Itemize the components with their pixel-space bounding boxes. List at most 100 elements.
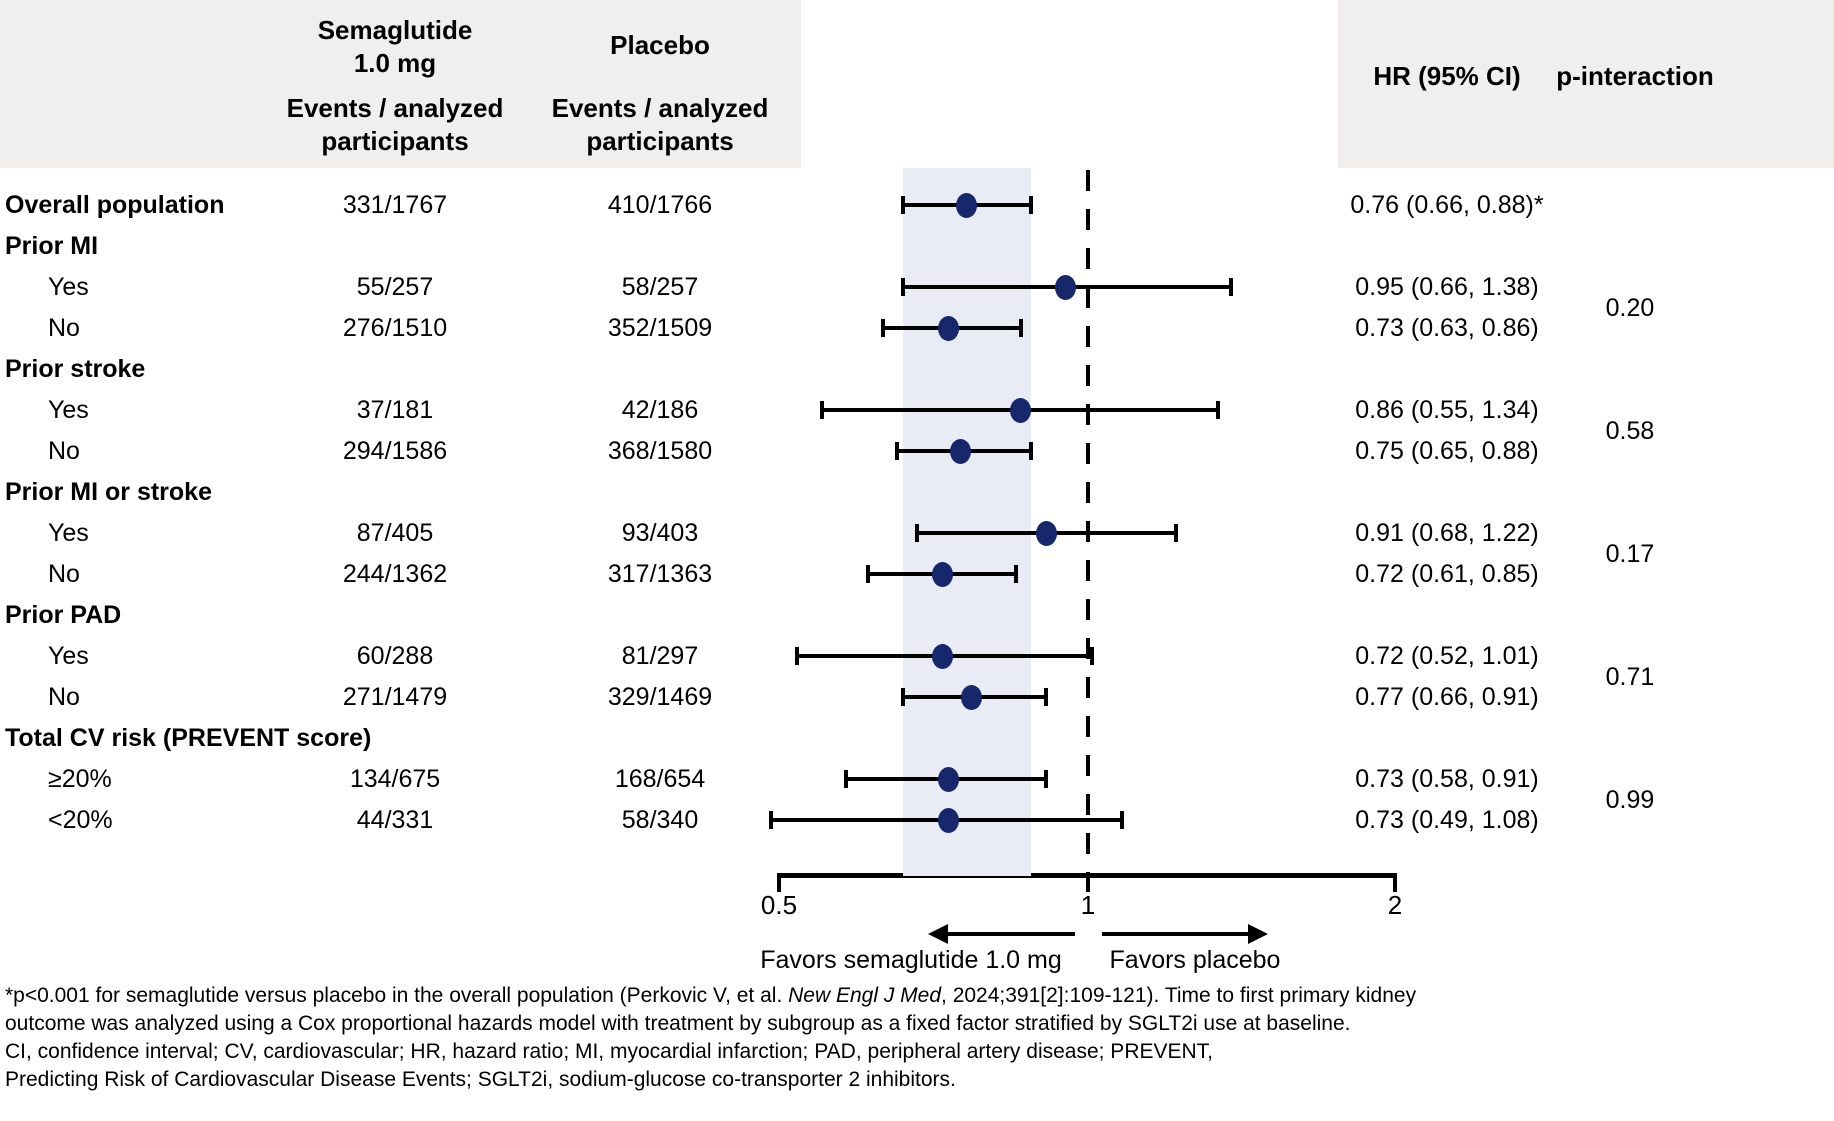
hr-ci-cell: 0.76 (0.66, 0.88)* (1350, 191, 1544, 219)
row-label: Yes (48, 519, 89, 547)
favors-right-arrow-icon (1248, 924, 1268, 944)
placebo-events-cell: 410/1766 (607, 191, 713, 219)
hr-ci-cell: 0.73 (0.49, 1.08) (1355, 806, 1539, 834)
ci-cap-low (901, 278, 906, 296)
row-label: Yes (48, 396, 89, 424)
ci-cap-high (1018, 319, 1023, 337)
placebo-events-cell: 329/1469 (607, 683, 713, 711)
row-label: Prior MI or stroke (5, 478, 212, 506)
hr-point-marker (1010, 397, 1032, 423)
semaglutide-events-cell: 55/257 (356, 273, 434, 301)
header-background-right (1338, 0, 1834, 168)
events-subheader-line2: participants (321, 126, 469, 156)
row-label: No (48, 560, 80, 588)
favors-left-arrow-icon (928, 924, 948, 944)
hr-point-marker (1035, 520, 1057, 546)
column-header-semaglutide: Semaglutide 1.0 mg (265, 14, 525, 80)
ci-cap-high (1013, 565, 1018, 583)
footnote-line-4: Predicting Risk of Cardiovascular Diseas… (5, 1068, 956, 1091)
header-background-left (0, 0, 801, 168)
row-label: No (48, 683, 80, 711)
hr-ci-cell: 0.72 (0.52, 1.01) (1355, 642, 1539, 670)
semaglutide-events-cell: 134/675 (349, 765, 441, 793)
row-label: Prior MI (5, 232, 99, 260)
x-axis-tick-label-0.5: 0.5 (760, 890, 798, 920)
hr-point-marker (949, 438, 971, 464)
semaglutide-events-cell: 294/1586 (342, 437, 448, 465)
footnote: *p<0.001 for semaglutide versus placebo … (5, 982, 1805, 1094)
hr-point-marker (955, 192, 977, 218)
hr-ci-cell: 0.75 (0.65, 0.88) (1355, 437, 1539, 465)
ci-cap-high (1174, 524, 1179, 542)
x-axis-tick-0.5 (777, 873, 781, 892)
ci-cap-low (795, 647, 800, 665)
column-header-hr-ci: HR (95% CI) (1373, 61, 1521, 91)
semaglutide-header-line1: Semaglutide (317, 15, 473, 45)
footnote-line1-pre: *p<0.001 for semaglutide versus placebo … (5, 984, 789, 1007)
row-label: Prior PAD (5, 601, 122, 629)
ci-cap-high (1029, 196, 1034, 214)
placebo-events-cell: 317/1363 (607, 560, 713, 588)
ci-cap-low (914, 524, 919, 542)
hr-ci-cell: 0.72 (0.61, 0.85) (1355, 560, 1539, 588)
column-header-placebo: Placebo (530, 29, 790, 62)
footnote-line-1: *p<0.001 for semaglutide versus placebo … (5, 982, 1805, 1010)
hr-ci-cell: 0.77 (0.66, 0.91) (1355, 683, 1539, 711)
ci-cap-high (1044, 688, 1049, 706)
semaglutide-header-line2: 1.0 mg (353, 48, 437, 78)
favors-right-arrow-shaft (1102, 932, 1248, 936)
ci-cap-low (843, 770, 848, 788)
row-label: Yes (48, 273, 89, 301)
hr-point-marker (931, 561, 953, 587)
row-label: <20% (48, 806, 113, 834)
hr-point-marker (937, 766, 959, 792)
p-interaction-value: 0.20 (1605, 293, 1655, 322)
hr-point-marker (1054, 274, 1076, 300)
x-axis-tick-2 (1393, 873, 1397, 892)
hr-ci-cell: 0.73 (0.58, 0.91) (1355, 765, 1539, 793)
row-label: Prior stroke (5, 355, 146, 383)
ci-cap-low (901, 196, 906, 214)
overall-ci-shaded-band (903, 168, 1032, 876)
row-label: ≥20% (48, 765, 112, 793)
hr-ci-cell: 0.95 (0.66, 1.38) (1355, 273, 1539, 301)
ci-cap-high (1229, 278, 1234, 296)
ci-cap-low (880, 319, 885, 337)
semaglutide-events-cell: 276/1510 (342, 314, 448, 342)
hr-ci-cell: 0.73 (0.63, 0.86) (1355, 314, 1539, 342)
ci-cap-low (866, 565, 871, 583)
footnote-journal-name: New Engl J Med (788, 984, 942, 1007)
footnote-line-2: outcome was analyzed using a Cox proport… (5, 1012, 1351, 1035)
row-label: Yes (48, 642, 89, 670)
p-interaction-value: 0.71 (1605, 662, 1655, 691)
ci-cap-low (894, 442, 899, 460)
events-subheader-line1: Events / analyzed (286, 93, 504, 123)
row-label: Total CV risk (PREVENT score) (5, 724, 372, 752)
events-subheader-line1: Events / analyzed (551, 93, 769, 123)
ci-cap-high (1029, 442, 1034, 460)
hr-point-marker (937, 807, 959, 833)
hr-point-marker (931, 643, 953, 669)
p-interaction-value: 0.17 (1605, 539, 1655, 568)
semaglutide-events-cell: 331/1767 (342, 191, 448, 219)
semaglutide-events-cell: 37/181 (356, 396, 434, 424)
placebo-events-cell: 58/340 (621, 806, 699, 834)
row-label: No (48, 437, 80, 465)
footnote-line1-post: , 2024;391[2]:109-121). Time to first pr… (941, 984, 1417, 1007)
hr-ci-cell: 0.91 (0.68, 1.22) (1355, 519, 1539, 547)
favors-semaglutide-label: Favors semaglutide 1.0 mg (760, 946, 1062, 974)
placebo-header-label: Placebo (610, 30, 710, 60)
ci-cap-low (901, 688, 906, 706)
x-axis-tick-1 (1086, 873, 1090, 892)
ci-cap-high (1216, 401, 1221, 419)
ci-cap-low (820, 401, 825, 419)
semaglutide-events-cell: 60/288 (356, 642, 434, 670)
placebo-events-cell: 58/257 (621, 273, 699, 301)
placebo-events-cell: 42/186 (621, 396, 699, 424)
semaglutide-events-cell: 44/331 (356, 806, 434, 834)
row-label: Overall population (5, 191, 225, 219)
hr-point-marker (961, 684, 983, 710)
row-label: No (48, 314, 80, 342)
semaglutide-events-subheader: Events / analyzed participants (265, 92, 525, 158)
